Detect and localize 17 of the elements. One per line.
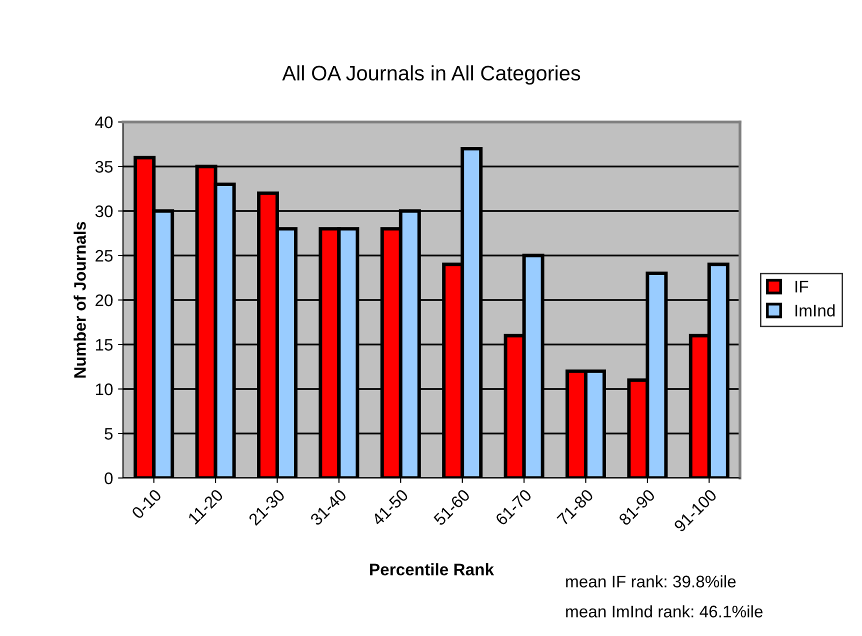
text: mean IF rank: 39.8%ile <box>566 575 736 588</box>
y-tick-label: 30 <box>95 205 113 218</box>
y-axis-title: Number of Journals <box>74 222 86 378</box>
y-tick-label: 5 <box>104 428 113 440</box>
y-tick-label: 15 <box>96 339 113 351</box>
legend-label: ImInd <box>796 304 835 316</box>
y-tick-label: 10 <box>96 383 113 396</box>
x-axis-title: Percentile Rank <box>370 563 494 576</box>
x-tick-label: 0-10 <box>131 488 162 520</box>
y-tick-label: 25 <box>96 250 113 262</box>
chart-title: All OA Journals in All Categories <box>282 65 580 85</box>
text: mean ImInd rank: 46.1%ile <box>566 605 763 618</box>
y-tick-label: 40 <box>95 116 113 128</box>
y-tick-label: 20 <box>96 294 113 306</box>
y-tick-label: 35 <box>95 160 113 173</box>
legend-label: IF <box>796 280 808 292</box>
y-tick-label: 0 <box>104 472 113 484</box>
